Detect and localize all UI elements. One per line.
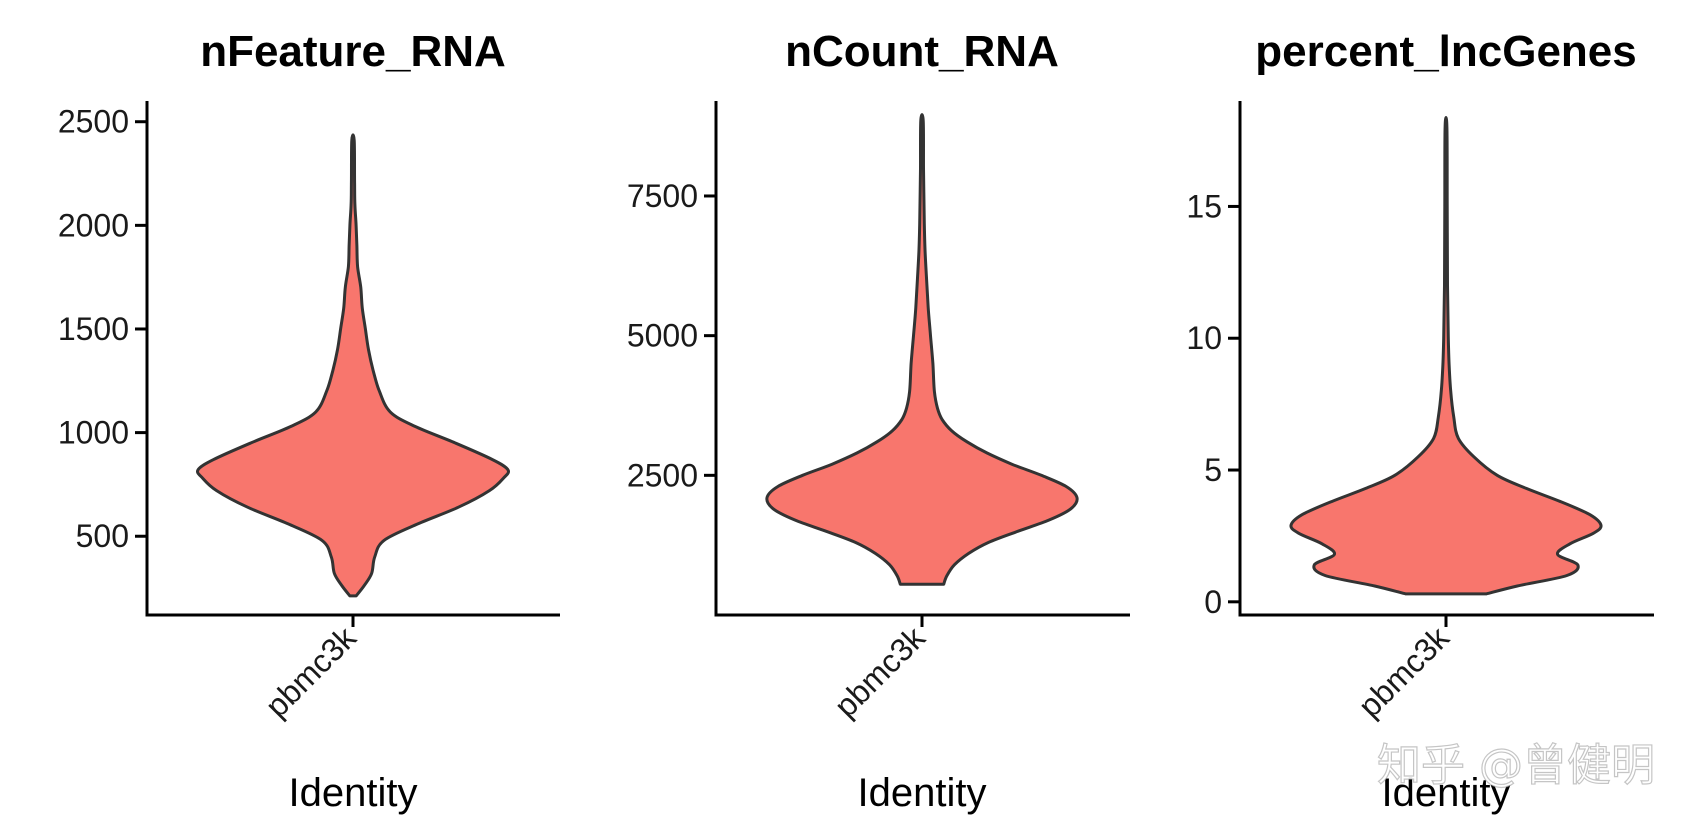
panel-title: percent_lncGenes	[1255, 27, 1637, 76]
x-axis-label: Identity	[1382, 771, 1511, 815]
panel-title: nFeature_RNA	[200, 27, 506, 76]
panel-ncount: nCount_RNA 2500 5000 7500 pbmc3k Identity	[627, 27, 1130, 815]
x-axis-label: Identity	[289, 771, 418, 815]
y-tick-label: 2000	[58, 207, 129, 243]
x-tick-label: pbmc3k	[1351, 619, 1456, 724]
y-axis-ticks: 500 1000 1500 2000 2500	[58, 104, 147, 554]
violin-shape	[765, 113, 1079, 586]
watermark-text: 知乎 @曾健明	[1377, 740, 1655, 791]
y-axis-ticks: 0 5 10 15	[1186, 188, 1240, 620]
y-tick-label: 5	[1204, 452, 1222, 488]
y-axis-ticks: 2500 5000 7500	[627, 178, 716, 493]
panel-title: nCount_RNA	[785, 27, 1059, 76]
y-tick-label: 7500	[627, 178, 698, 214]
y-tick-label: 2500	[58, 104, 129, 140]
y-tick-label: 15	[1186, 188, 1222, 224]
y-tick-label: 1000	[58, 415, 129, 451]
y-tick-label: 5000	[627, 318, 698, 354]
x-tick-label: pbmc3k	[827, 619, 932, 724]
y-tick-label: 2500	[627, 457, 698, 493]
y-tick-label: 1500	[58, 311, 129, 347]
y-tick-label: 500	[76, 518, 129, 554]
panel-percent-lncgenes: percent_lncGenes 0 5 10 15 pbmc3k Identity	[1186, 27, 1654, 815]
violin-shape	[1289, 116, 1603, 596]
x-axis-label: Identity	[858, 771, 987, 815]
y-tick-label: 0	[1204, 584, 1222, 620]
x-tick-label: pbmc3k	[258, 619, 363, 724]
y-tick-label: 10	[1186, 320, 1222, 356]
violin-shape	[196, 133, 510, 598]
